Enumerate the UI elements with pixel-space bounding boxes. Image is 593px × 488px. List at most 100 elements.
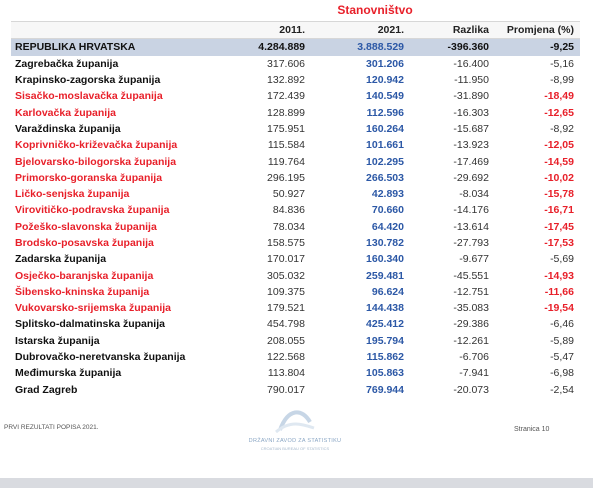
row-diff: -31.890 xyxy=(453,90,489,103)
row-2011: 4.284.889 xyxy=(225,38,308,56)
row-name: Zagrebačka županija xyxy=(15,57,119,70)
table-row: Krapinsko-zagorska županija 132.892 120.94… xyxy=(11,72,580,88)
row-name: Dubrovačko-neretvanska županija xyxy=(15,351,186,364)
row-2011: 113.804 xyxy=(267,367,305,380)
row-pct: -14,93 xyxy=(544,269,574,282)
row-pct: -12,05 xyxy=(544,139,574,152)
row-pct: -19,54 xyxy=(544,302,574,315)
row-name: Krapinsko-zagorska županija xyxy=(15,74,161,87)
row-2021: 266.503 xyxy=(366,171,404,184)
row-2021: 112.596 xyxy=(366,106,404,119)
row-name: Požeško-slavonska županija xyxy=(15,220,157,233)
total-row: REPUBLIKA HRVATSKA 4.284.889 3.888.529 -… xyxy=(11,38,580,56)
row-2021: 130.782 xyxy=(366,237,404,249)
row-pct: -10,02 xyxy=(544,171,574,184)
row-2011: 454.798 xyxy=(267,318,305,331)
row-pct: -6,46 xyxy=(550,318,574,331)
row-2021: 3.888.529 xyxy=(308,38,407,56)
row-name: Vukovarsko-srijemska županija xyxy=(15,302,172,315)
row-diff: -27.793 xyxy=(453,237,489,249)
row-diff: -9.677 xyxy=(459,253,489,266)
header-2011: 2011. xyxy=(225,20,308,40)
row-2021: 96.624 xyxy=(371,285,404,298)
row-pct: -8,92 xyxy=(550,122,574,135)
row-name: Primorsko-goranska županija xyxy=(15,171,163,184)
row-pct: -9,25 xyxy=(492,38,580,56)
row-2021: 70.660 xyxy=(371,204,404,217)
table-row: Osječko-baranjska županija 305.032 259.481… xyxy=(11,267,580,283)
row-2011: 317.606 xyxy=(267,57,305,70)
row-name: Bjelovarsko-bilogorska županija xyxy=(15,155,177,168)
table-row: Zadarska županija 170.017 160.340 -9.677 -5,… xyxy=(11,251,580,267)
row-diff: -45.551 xyxy=(453,269,489,282)
row-name: Karlovačka županija xyxy=(15,106,116,119)
row-2021: 140.549 xyxy=(366,90,404,103)
population-table: 2011. 2021. Razlika Promjena (%) REPUBLI… xyxy=(11,20,580,398)
row-2011: 50.927 xyxy=(272,188,305,201)
table-row: Šibensko-kninska županija 109.375 96.624 -1… xyxy=(11,284,580,300)
row-pct: -5,89 xyxy=(550,334,574,347)
row-diff: -12.261 xyxy=(453,334,489,347)
row-2011: 109.375 xyxy=(267,285,305,298)
logo-text-secondary: CROATIAN BUREAU OF STATISTICS xyxy=(260,446,330,451)
table-header-row: 2011. 2021. Razlika Promjena (%) xyxy=(11,20,580,40)
table-row: Koprivničko-križevačka županija 115.584 10… xyxy=(11,137,580,153)
bottom-band xyxy=(0,478,593,488)
table-row: Zagrebačka županija 317.606 301.206 -16.400… xyxy=(11,56,580,72)
table-row: Vukovarsko-srijemska županija 179.521 144.… xyxy=(11,300,580,316)
row-2021: 160.264 xyxy=(366,122,404,135)
row-diff: -29.386 xyxy=(453,318,489,331)
table-row: Dubrovačko-neretvanska županija 122.568 11… xyxy=(11,349,580,365)
row-diff: -8.034 xyxy=(459,188,489,201)
row-diff: -13.614 xyxy=(453,220,489,233)
row-name: Koprivničko-križevačka županija xyxy=(15,139,178,152)
header-name xyxy=(11,20,225,40)
section-title: Stanovništvo xyxy=(337,3,413,17)
row-name: Ličko-senjska županija xyxy=(15,188,130,201)
table-row: Varaždinska županija 175.951 160.264 -15.68… xyxy=(11,121,580,137)
row-pct: -14,59 xyxy=(544,155,574,168)
row-diff: -6.706 xyxy=(459,351,489,364)
row-diff: -15.687 xyxy=(453,122,489,135)
row-2011: 78.034 xyxy=(272,220,305,233)
row-diff: -29.692 xyxy=(453,171,489,184)
table-row: Bjelovarsko-bilogorska županija 119.764 10… xyxy=(11,153,580,169)
row-2021: 259.481 xyxy=(366,269,404,282)
row-2021: 301.206 xyxy=(366,57,404,70)
row-diff: -11.950 xyxy=(454,74,489,87)
row-diff: -17.469 xyxy=(453,155,489,168)
row-2021: 115.862 xyxy=(366,351,404,364)
table-row: Ličko-senjska županija 50.927 42.893 -8.034… xyxy=(11,186,580,202)
table-row: Karlovačka županija 128.899 112.596 -16.303… xyxy=(11,104,580,120)
row-diff: -396.360 xyxy=(407,38,492,56)
row-2021: 64.420 xyxy=(371,220,404,233)
table-row: Virovitičko-podravska županija 84.836 70.6… xyxy=(11,202,580,218)
row-name: Zadarska županija xyxy=(15,253,107,266)
row-2021: 101.661 xyxy=(366,139,404,152)
row-2011: 208.055 xyxy=(267,334,305,347)
row-2021: 120.942 xyxy=(366,74,404,87)
row-2011: 128.899 xyxy=(267,106,305,119)
row-2021: 195.794 xyxy=(366,334,404,347)
row-pct: -5,16 xyxy=(550,57,574,70)
row-2021: 160.340 xyxy=(366,253,404,266)
row-2011: 84.836 xyxy=(272,204,305,217)
row-name: Varaždinska županija xyxy=(15,122,121,135)
table-row: Splitsko-dalmatinska županija 454.798 425.… xyxy=(11,316,580,332)
row-diff: -16.303 xyxy=(453,106,489,119)
row-pct: -5,47 xyxy=(550,351,574,364)
row-diff: -12.751 xyxy=(453,285,489,298)
row-pct: -11,66 xyxy=(544,285,574,298)
row-name: Šibensko-kninska županija xyxy=(15,285,150,298)
row-2021: 42.893 xyxy=(371,188,404,201)
row-2021: 769.944 xyxy=(366,383,404,396)
header-pct: Promjena (%) xyxy=(492,20,580,40)
row-2011: 790.017 xyxy=(267,383,305,396)
page-number: Stranica 10 xyxy=(514,426,550,433)
row-diff: -20.073 xyxy=(453,383,489,396)
row-diff: -14.176 xyxy=(453,204,489,217)
row-pct: -6,98 xyxy=(550,367,574,380)
row-pct: -17,53 xyxy=(544,237,574,249)
row-2011: 122.568 xyxy=(267,351,305,364)
table-row: Požeško-slavonska županija 78.034 64.420 -1… xyxy=(11,219,580,235)
